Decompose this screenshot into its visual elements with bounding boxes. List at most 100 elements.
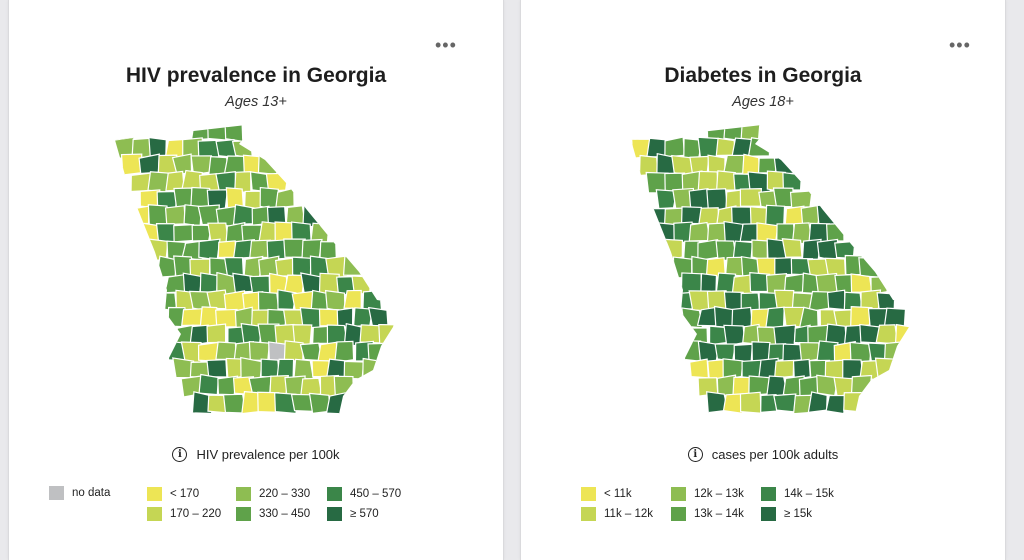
county-shape[interactable] bbox=[217, 240, 237, 259]
legend-label: 13k – 14k bbox=[694, 508, 744, 520]
county-shape[interactable] bbox=[773, 359, 795, 379]
county-shape[interactable] bbox=[815, 272, 839, 293]
county-shape[interactable] bbox=[324, 289, 346, 313]
county-shape[interactable] bbox=[722, 393, 744, 414]
county-shape[interactable] bbox=[681, 340, 702, 362]
county-shape[interactable] bbox=[655, 189, 678, 210]
county-shape[interactable] bbox=[858, 257, 882, 278]
county-shape[interactable] bbox=[765, 306, 785, 329]
county-shape[interactable] bbox=[224, 122, 244, 143]
county-shape[interactable] bbox=[875, 324, 899, 345]
county-shape[interactable] bbox=[723, 324, 746, 347]
county-shape[interactable] bbox=[164, 205, 187, 226]
county-shape[interactable] bbox=[266, 205, 287, 225]
county-shape[interactable] bbox=[291, 290, 314, 311]
county-shape[interactable] bbox=[206, 323, 227, 344]
county-shape[interactable] bbox=[825, 223, 845, 242]
info-icon[interactable]: i bbox=[172, 447, 188, 462]
county-shape[interactable] bbox=[722, 358, 744, 380]
more-options-icon[interactable]: ••• bbox=[949, 35, 971, 55]
county-shape[interactable] bbox=[689, 358, 710, 379]
county-shape[interactable] bbox=[283, 340, 304, 362]
county-shape[interactable] bbox=[697, 170, 719, 192]
county-shape[interactable] bbox=[325, 391, 348, 415]
legend-label: 330 – 450 bbox=[259, 508, 311, 520]
county-shape[interactable] bbox=[789, 190, 813, 209]
metric-label[interactable]: i HIV prevalence per 100k bbox=[9, 447, 503, 462]
legend-item-bin-1: < 170 bbox=[147, 487, 199, 501]
county-shape[interactable] bbox=[808, 290, 831, 313]
county-shape[interactable] bbox=[646, 137, 666, 158]
county-shape[interactable] bbox=[359, 324, 382, 344]
county-shape[interactable] bbox=[680, 206, 703, 225]
county-shape[interactable] bbox=[318, 308, 340, 327]
legend-item-bin-3: 220 – 330 bbox=[236, 487, 310, 501]
county-shape[interactable] bbox=[843, 391, 864, 413]
county-shape[interactable] bbox=[191, 391, 213, 415]
county-shape[interactable] bbox=[215, 341, 238, 360]
county-shape[interactable] bbox=[120, 153, 143, 176]
county-shape[interactable] bbox=[333, 375, 354, 397]
georgia-county-map[interactable] bbox=[107, 122, 413, 422]
county-shape[interactable] bbox=[697, 238, 720, 262]
county-shape[interactable] bbox=[367, 306, 389, 327]
county-shape[interactable] bbox=[739, 188, 763, 207]
county-shape[interactable] bbox=[706, 188, 728, 211]
county-shape[interactable] bbox=[334, 340, 355, 364]
county-shape[interactable] bbox=[688, 290, 711, 312]
county-shape[interactable] bbox=[362, 357, 381, 381]
county-shape[interactable] bbox=[197, 341, 219, 362]
county-shape[interactable] bbox=[741, 153, 761, 175]
county-shape[interactable] bbox=[773, 393, 797, 413]
county-shape[interactable] bbox=[275, 187, 295, 209]
county-shape[interactable] bbox=[739, 391, 762, 414]
legend-label: < 170 bbox=[170, 488, 200, 500]
county-shape[interactable] bbox=[782, 171, 802, 191]
county-shape[interactable] bbox=[722, 154, 745, 175]
county-shape[interactable] bbox=[198, 238, 221, 261]
county-shape[interactable] bbox=[198, 373, 219, 396]
metric-label[interactable]: i cases per 100k adults bbox=[521, 447, 1005, 462]
georgia-county-map[interactable] bbox=[623, 122, 929, 422]
county-shape[interactable] bbox=[850, 273, 873, 293]
county-shape[interactable] bbox=[378, 323, 399, 345]
county-shape[interactable] bbox=[781, 238, 803, 258]
county-shape[interactable] bbox=[731, 306, 754, 328]
county-shape[interactable] bbox=[773, 324, 797, 347]
county-shape[interactable] bbox=[181, 308, 203, 327]
county-shape[interactable] bbox=[138, 153, 160, 175]
county-shape[interactable] bbox=[130, 205, 150, 225]
more-options-icon[interactable]: ••• bbox=[435, 35, 457, 55]
county-shape[interactable] bbox=[223, 290, 246, 313]
county-shape[interactable] bbox=[664, 136, 686, 158]
county-shape[interactable] bbox=[765, 204, 786, 227]
info-icon[interactable]: i bbox=[687, 447, 703, 462]
county-shape[interactable] bbox=[708, 325, 727, 346]
county-shape[interactable] bbox=[783, 273, 804, 293]
county-shape[interactable] bbox=[182, 272, 203, 294]
county-shape[interactable] bbox=[274, 392, 297, 415]
county-shape[interactable] bbox=[206, 358, 228, 378]
county-shape[interactable] bbox=[197, 204, 220, 226]
county-shape[interactable] bbox=[826, 289, 846, 311]
county-shape[interactable] bbox=[688, 221, 711, 242]
county-shape[interactable] bbox=[343, 289, 362, 310]
county-shape[interactable] bbox=[257, 154, 281, 176]
county-shape[interactable] bbox=[232, 203, 255, 225]
county-shape[interactable] bbox=[894, 323, 915, 345]
county-shape[interactable] bbox=[248, 340, 271, 361]
county-shape[interactable] bbox=[680, 272, 702, 294]
county-shape[interactable] bbox=[760, 394, 778, 414]
legend-item-bin-1: < 11k bbox=[581, 487, 632, 501]
county-shape[interactable] bbox=[747, 137, 771, 157]
county-shape[interactable] bbox=[342, 255, 363, 276]
county-shape[interactable] bbox=[772, 187, 794, 208]
county-shape[interactable] bbox=[807, 391, 828, 414]
county-shape[interactable] bbox=[257, 291, 280, 312]
county-shape[interactable] bbox=[874, 357, 897, 380]
county-shape[interactable] bbox=[664, 172, 686, 192]
county-shape[interactable] bbox=[825, 394, 846, 415]
county-shape[interactable] bbox=[317, 341, 339, 362]
county-layer bbox=[631, 124, 915, 415]
diabetes-map-card: ••• Diabetes in Georgia Ages 18+ i cases… bbox=[520, 0, 1006, 560]
